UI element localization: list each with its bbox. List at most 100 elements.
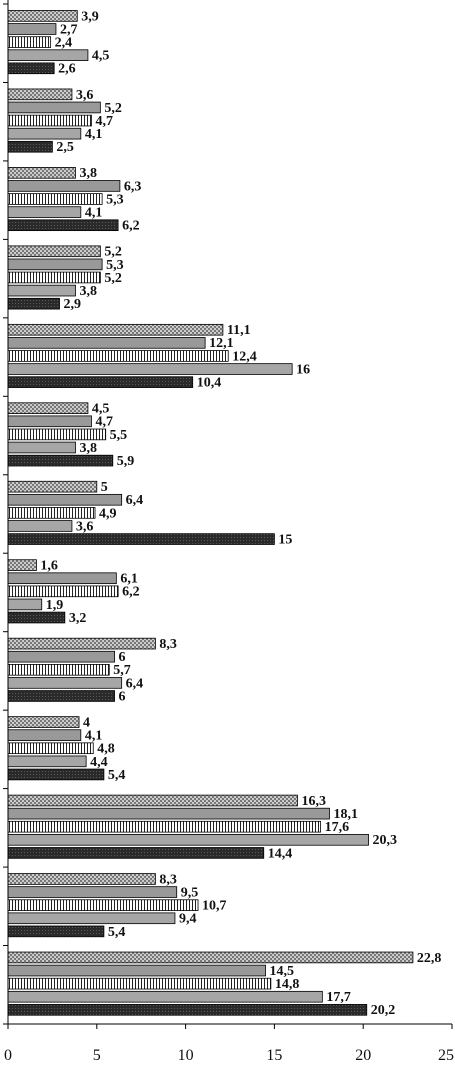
value-label-g7-s5: 15 <box>278 532 292 547</box>
bar-g13-s5 <box>7 1004 368 1016</box>
value-label-g8-s5: 3,2 <box>69 611 87 626</box>
bar-g5-s3 <box>7 350 229 362</box>
value-label-g7-s3: 4,9 <box>99 506 117 521</box>
bar-g1-s1 <box>7 10 78 22</box>
value-label-g13-s5: 20,2 <box>371 1003 396 1018</box>
value-label-g2-s4: 4,1 <box>85 127 103 142</box>
bar-g2-s2 <box>7 101 101 114</box>
bar-g7-s4 <box>7 520 73 532</box>
bar-g8-s4 <box>7 598 43 611</box>
bar-g11-s4 <box>7 834 369 846</box>
value-label-g5-s4: 16 <box>296 362 310 377</box>
value-label-g4-s5: 2,9 <box>64 297 81 312</box>
bar-g1-s3 <box>7 36 52 48</box>
bar-g9-s5 <box>7 690 115 702</box>
x-tick-label: 0 <box>4 1047 12 1064</box>
bar-g1-s2 <box>7 23 57 35</box>
x-tick-label: 20 <box>355 1047 371 1064</box>
bar-g11-s5 <box>7 847 265 859</box>
bar-g3-s1 <box>7 167 76 179</box>
bar-g4-s4 <box>7 284 76 297</box>
value-label-g8-s4: 1,9 <box>46 598 64 613</box>
x-tick-label: 15 <box>266 1047 282 1064</box>
bar-g13-s1 <box>7 951 414 964</box>
bar-g10-s3 <box>7 742 94 755</box>
value-label-g3-s5: 6,2 <box>122 219 140 234</box>
bar-g13-s2 <box>7 964 266 977</box>
value-label-g12-s4: 9,4 <box>179 912 197 927</box>
bar-g9-s4 <box>7 677 123 689</box>
value-label-g6-s5: 5,9 <box>117 454 135 469</box>
value-label-g1-s1: 3,9 <box>81 9 99 24</box>
bar-g4-s5 <box>7 297 60 310</box>
value-label-g2-s3: 4,7 <box>95 114 113 129</box>
bar-g3-s5 <box>7 219 119 232</box>
value-label-g4-s1: 5,2 <box>104 245 122 260</box>
bar-g12-s1 <box>7 873 156 885</box>
bar-g5-s1 <box>7 323 224 336</box>
value-label-g10-s1: 4 <box>83 715 90 730</box>
value-label-g2-s1: 3,6 <box>76 88 94 103</box>
value-label-g8-s2: 6,1 <box>120 572 138 587</box>
bar-g7-s2 <box>7 493 123 506</box>
bar-g11-s2 <box>7 807 330 820</box>
bar-g5-s2 <box>7 337 206 349</box>
value-label-g9-s2: 6 <box>119 650 126 665</box>
value-label-g4-s2: 5,3 <box>106 258 124 273</box>
value-label-g11-s2: 18,1 <box>333 807 358 822</box>
bar-g5-s5 <box>7 376 194 388</box>
value-label-g7-s2: 6,4 <box>126 493 144 508</box>
x-tick-label: 25 <box>438 1047 454 1064</box>
x-tick-label: 5 <box>93 1047 101 1064</box>
bar-g2-s3 <box>7 114 92 127</box>
bar-g11-s1 <box>7 794 298 807</box>
value-label-g13-s2: 14,5 <box>270 964 295 979</box>
bar-g4-s1 <box>7 245 101 258</box>
value-label-g1-s3: 2,4 <box>55 36 73 51</box>
value-label-g11-s4: 20,3 <box>373 833 398 848</box>
bar-g9-s3 <box>7 663 110 676</box>
value-label-g8-s1: 1,6 <box>40 559 58 574</box>
bar-g4-s2 <box>7 258 103 271</box>
value-label-g10-s2: 4,1 <box>85 729 103 744</box>
bar-g13-s4 <box>7 990 323 1003</box>
bar-g8-s2 <box>7 572 117 585</box>
bar-g12-s2 <box>7 886 178 898</box>
bar-g8-s5 <box>7 611 66 624</box>
bar-g10-s2 <box>7 729 82 741</box>
value-label-g5-s2: 12,1 <box>209 336 234 351</box>
bar-g12-s4 <box>7 912 176 925</box>
bar-g12-s5 <box>7 925 105 938</box>
value-label-g1-s2: 2,7 <box>60 22 77 37</box>
value-label-g6-s1: 4,5 <box>92 402 110 417</box>
bar-g2-s4 <box>7 127 82 140</box>
bar-g6-s3 <box>7 428 107 441</box>
value-label-g10-s5: 5,4 <box>108 768 126 783</box>
value-label-g3-s2: 6,3 <box>124 179 142 194</box>
value-label-g11-s1: 16,3 <box>301 794 326 809</box>
value-label-g2-s5: 2,5 <box>56 140 74 155</box>
value-label-g3-s3: 5,3 <box>106 192 124 207</box>
bar-g3-s4 <box>7 206 82 218</box>
value-label-g8-s3: 6,2 <box>122 585 140 600</box>
value-label-g7-s4: 3,6 <box>76 519 94 534</box>
bar-g10-s4 <box>7 755 87 768</box>
value-label-g9-s1: 8,3 <box>159 637 177 652</box>
value-label-g11-s5: 14,4 <box>268 846 293 861</box>
value-label-g5-s5: 10,4 <box>197 376 222 391</box>
value-label-g2-s2: 5,2 <box>104 101 122 116</box>
value-label-g13-s4: 17,7 <box>326 990 351 1005</box>
bar-g3-s2 <box>7 180 121 192</box>
value-label-g6-s4: 3,8 <box>79 441 97 456</box>
bar-g4-s3 <box>7 271 101 284</box>
value-label-g13-s1: 22,8 <box>417 951 442 966</box>
bar-g6-s5 <box>7 454 114 467</box>
value-label-g6-s3: 5,5 <box>110 428 128 443</box>
bar-g13-s3 <box>7 977 272 990</box>
bar-g3-s3 <box>7 193 103 205</box>
bar-g1-s5 <box>7 62 55 75</box>
value-label-g9-s4: 6,4 <box>126 676 144 691</box>
value-label-g10-s3: 4,8 <box>97 742 115 757</box>
value-label-g7-s1: 5 <box>101 480 108 495</box>
